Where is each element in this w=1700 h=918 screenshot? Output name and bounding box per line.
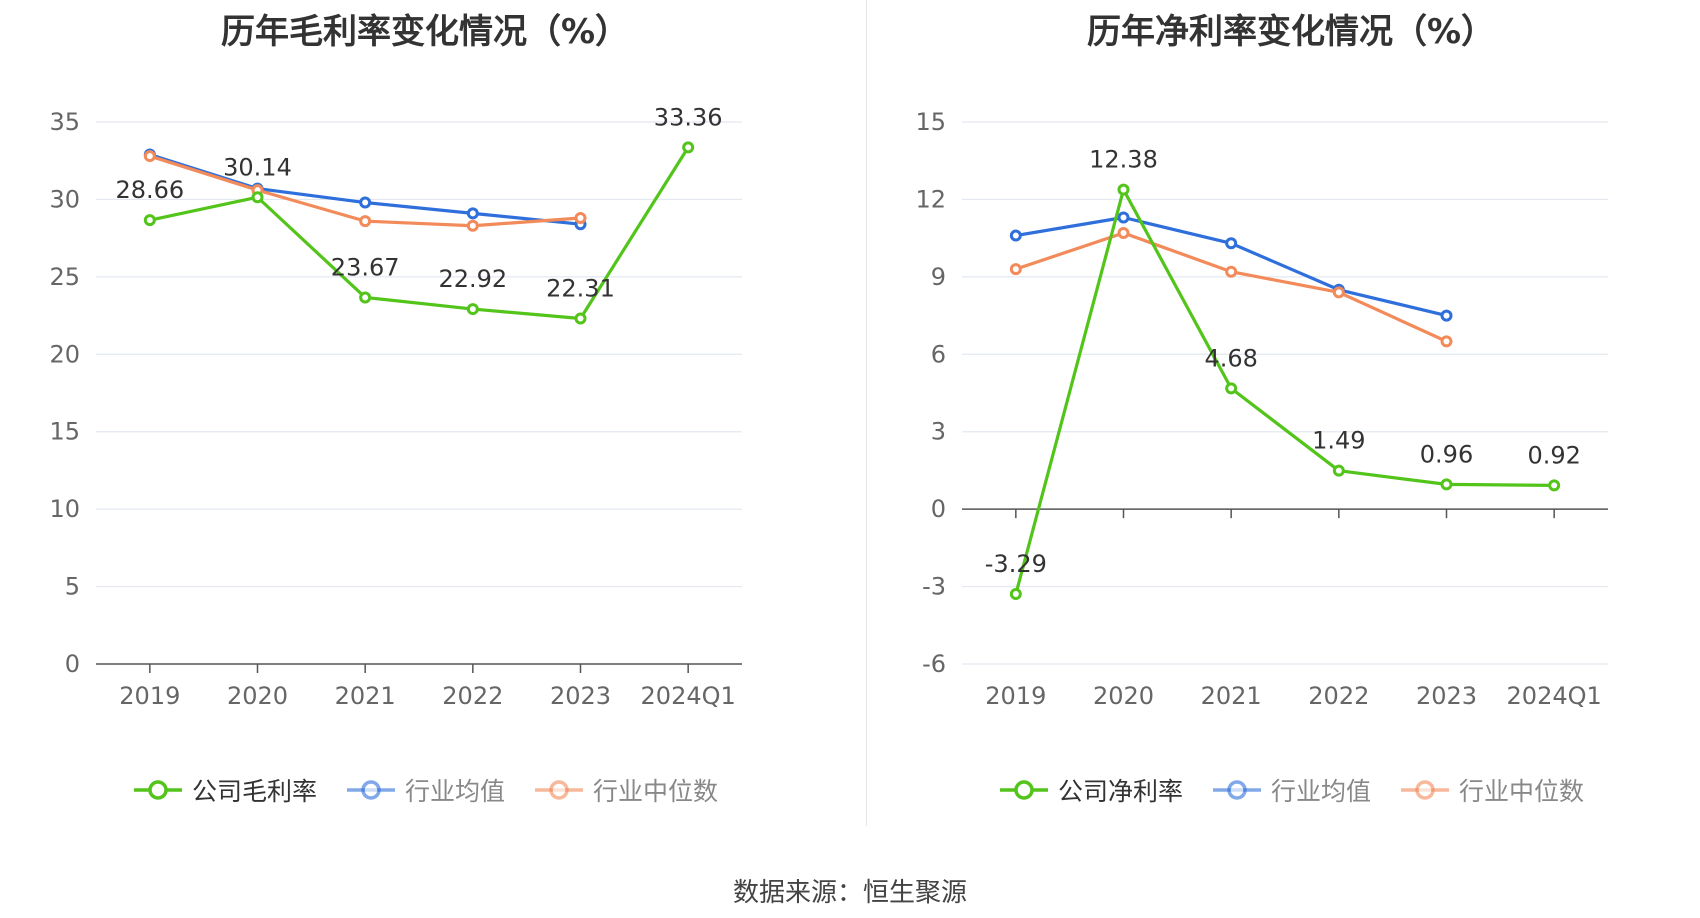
x-tick-label: 2024Q1	[1507, 682, 1602, 710]
y-tick-label: 5	[65, 573, 80, 601]
data-point	[359, 215, 372, 228]
data-point	[1440, 309, 1453, 322]
chart-title: 历年毛利率变化情况（%）	[220, 12, 630, 52]
x-tick-label: 2022	[1308, 682, 1369, 710]
data-label: 28.66	[115, 176, 184, 204]
legend-item[interactable]: 公司净利率	[998, 772, 1183, 808]
data-point	[1117, 183, 1130, 196]
legend-item[interactable]: 行业均值	[1211, 772, 1371, 808]
x-tick-label: 2019	[119, 682, 180, 710]
legend-label: 公司净利率	[1057, 777, 1183, 806]
data-point	[682, 141, 695, 154]
series-line	[1014, 188, 1555, 595]
data-label: 0.92	[1527, 441, 1580, 469]
panel-divider	[866, 0, 867, 826]
data-point	[143, 214, 156, 227]
data-label: 22.31	[546, 275, 615, 303]
x-tick-label: 2020	[227, 682, 288, 710]
data-point	[466, 207, 479, 220]
legend-swatch-icon	[1212, 780, 1261, 800]
data-point	[1332, 464, 1345, 477]
data-point	[359, 291, 372, 304]
series-line	[149, 152, 581, 226]
legend-item[interactable]: 行业均值	[345, 772, 505, 808]
y-tick-label: 15	[49, 418, 80, 446]
plot-area: -6 -3 0 3 6 9 12 15 2019 2020 2021 2022 2023 2024Q1 -3…	[915, 108, 1608, 710]
x-tick-label: 2021	[335, 682, 396, 710]
data-point	[1225, 265, 1238, 278]
data-point	[574, 312, 587, 325]
y-tick-label: 35	[49, 108, 80, 136]
y-tick-label: 0	[65, 650, 80, 678]
data-point	[251, 191, 264, 204]
y-tick-label: 9	[931, 263, 946, 291]
data-point	[466, 303, 479, 316]
y-tick-label: -6	[922, 650, 946, 678]
plot-area: 0 5 10 15 20 25 30 35 2019 2020 2021 2022 2023 2024Q1…	[49, 103, 742, 710]
data-label: -3.29	[985, 550, 1047, 578]
y-tick-label: 0	[931, 495, 946, 523]
x-tick-label: 2021	[1201, 682, 1262, 710]
data-point	[1225, 382, 1238, 395]
data-point	[1009, 229, 1022, 242]
legend-label: 行业均值	[404, 777, 505, 806]
data-label: 1.49	[1312, 427, 1365, 455]
data-point	[1440, 335, 1453, 348]
y-tick-label: 15	[915, 108, 946, 136]
data-point	[1117, 211, 1130, 224]
chart-title: 历年净利率变化情况（%）	[1086, 12, 1496, 52]
data-label: 23.67	[331, 253, 400, 281]
data-point	[1225, 237, 1238, 250]
gross-margin-chart: 历年毛利率变化情况（%） 0 5 10 15 20 25 30 35 2019 2020 2021 2…	[0, 0, 850, 830]
x-tick-label: 2020	[1093, 682, 1154, 710]
y-tick-label: 3	[931, 418, 946, 446]
data-point	[466, 219, 479, 232]
x-tick-label: 2022	[442, 682, 503, 710]
x-tick-label: 2019	[985, 682, 1046, 710]
legend-swatch-icon	[133, 780, 182, 800]
data-point	[1009, 588, 1022, 601]
legend: 公司毛利率 行业均值 行业中位数	[0, 772, 850, 808]
net-margin-chart: 历年净利率变化情况（%） -6 -3 0 3 6 9 12 15 2019 2020 2021 202…	[866, 0, 1700, 830]
data-point	[1009, 263, 1022, 276]
data-source: 数据来源：恒生聚源	[732, 878, 967, 908]
legend-swatch-icon	[535, 780, 583, 800]
legend-swatch-icon	[999, 780, 1048, 800]
legend-item[interactable]: 行业中位数	[1399, 772, 1584, 808]
legend-swatch-icon	[346, 780, 395, 800]
legend-label: 行业均值	[1270, 777, 1371, 806]
data-point	[143, 150, 156, 163]
x-tick-label: 2023	[550, 682, 611, 710]
series-line	[149, 146, 690, 321]
data-label: 22.92	[438, 265, 507, 293]
legend-item[interactable]: 公司毛利率	[132, 772, 317, 808]
data-point	[1332, 286, 1345, 299]
y-tick-label: -3	[922, 573, 946, 601]
x-tick-label: 2023	[1416, 682, 1477, 710]
data-point	[359, 196, 372, 209]
data-point	[1117, 226, 1130, 239]
legend-label: 公司毛利率	[191, 777, 317, 806]
y-tick-label: 12	[915, 185, 946, 213]
x-tick-label: 2024Q1	[641, 682, 736, 710]
data-label: 33.36	[654, 103, 723, 131]
data-label: 30.14	[223, 153, 292, 181]
data-point	[1548, 479, 1561, 492]
y-tick-label: 10	[49, 495, 80, 523]
data-label: 4.68	[1204, 344, 1257, 372]
data-label: 0.96	[1420, 440, 1473, 468]
legend-label: 行业中位数	[1459, 777, 1585, 806]
y-tick-label: 30	[49, 185, 80, 213]
data-point	[574, 212, 587, 225]
y-tick-label: 6	[931, 340, 946, 368]
data-label: 12.38	[1089, 146, 1158, 174]
legend-label: 行业中位数	[593, 777, 719, 806]
data-point	[1440, 478, 1453, 491]
legend: 公司净利率 行业均值 行业中位数	[866, 772, 1700, 808]
legend-item[interactable]: 行业中位数	[533, 772, 718, 808]
y-tick-label: 25	[49, 263, 80, 291]
legend-swatch-icon	[1401, 780, 1449, 800]
y-tick-label: 20	[49, 340, 80, 368]
